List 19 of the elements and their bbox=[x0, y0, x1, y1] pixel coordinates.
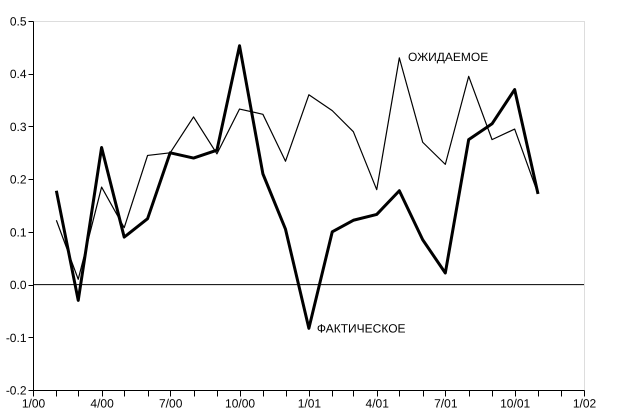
x-tick-label: 1/01 bbox=[298, 396, 322, 410]
y-tick-label: 0.0 bbox=[10, 278, 27, 292]
y-tick-label: 0.3 bbox=[10, 120, 27, 134]
y-tick-label: 0.4 bbox=[10, 67, 27, 82]
annotation: ОЖИДАЕМОЕ bbox=[408, 50, 488, 64]
x-tick-label: 10/00 bbox=[225, 396, 256, 410]
annotation: ФАКТИЧЕСКОЕ bbox=[316, 321, 406, 336]
x-tick-label: 1/02 bbox=[572, 396, 596, 410]
y-tick-label: -0.2 bbox=[6, 384, 27, 398]
x-tick-label: 1/00 bbox=[22, 396, 46, 410]
y-tick-label: -0.1 bbox=[6, 330, 27, 345]
x-tick-label: 7/00 bbox=[159, 396, 183, 410]
x-tick-label: 7/01 bbox=[434, 396, 458, 410]
x-tick-label: 10/01 bbox=[500, 396, 530, 410]
y-tick-label: 0.2 bbox=[10, 172, 27, 187]
y-tick-label: 0.1 bbox=[10, 225, 27, 240]
x-tick-label: 4/00 bbox=[90, 396, 114, 410]
y-tick-label: 0.5 bbox=[10, 14, 27, 28]
x-tick-label: 4/01 bbox=[366, 396, 390, 410]
